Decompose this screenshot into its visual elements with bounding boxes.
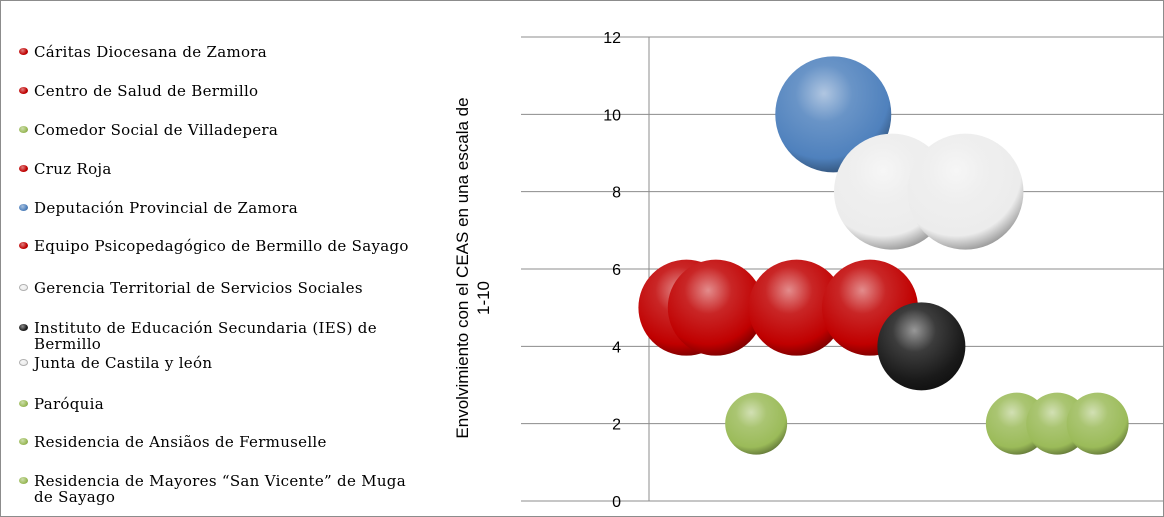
legend-marker-icon [19,87,28,94]
legend-label: Junta de Castila y león [34,354,213,372]
y-tick-label: 8 [612,185,621,202]
legend-item: Gerencia Territorial de Servicios Social… [19,280,419,296]
y-tick-label: 2 [612,417,621,434]
legend-marker-icon [19,359,28,366]
legend-marker-icon [19,242,28,249]
legend-label: Cruz Roja [34,160,112,178]
legend-label: Comedor Social de Villadepera [34,121,279,139]
y-tick-label: 0 [612,494,621,511]
y-tick-label: 6 [612,262,621,279]
gridlines [521,36,1163,502]
legend-marker-icon [19,400,28,407]
legend-item: Junta de Castila y león [19,355,419,371]
legend-item: Cáritas Diocesana de Zamora [19,44,419,60]
bubble-point [725,392,788,455]
legend-item: Centro de Salud de Bermillo [19,83,419,99]
legend-item: Deputación Provincial de Zamora [19,200,419,216]
legend-marker-icon [19,48,28,55]
legend-label: Cáritas Diocesana de Zamora [34,43,268,61]
legend-item: Comedor Social de Villadepera [19,122,419,138]
y-tick-labels: 0 2 4 6 8 10 12 [603,30,621,511]
legend-label: Paróquia [34,395,104,413]
legend-label: Gerencia Territorial de Servicios Social… [34,279,363,297]
legend-item: Cruz Roja [19,161,419,177]
bubble-point [907,133,1024,250]
legend-item: Residencia de Ansiãos de Fermuselle [19,434,419,450]
legend-item: Instituto de Educación Secundaria (IES) … [19,320,419,352]
legend: Cáritas Diocesana de Zamora Centro de Sal… [1,1,421,516]
bubble-point [1066,392,1129,455]
y-axis-title-line1: Envolvimiento con el CEAS en una escala … [453,97,472,438]
legend-marker-icon [19,438,28,445]
y-tick-label: 4 [612,339,621,356]
legend-label: Residencia de Ansiãos de Fermuselle [34,433,327,451]
y-tick-label: 12 [603,30,621,47]
legend-marker-icon [19,165,28,172]
bubble-point [667,259,764,356]
bubble-point [877,302,966,391]
legend-marker-icon [19,284,28,291]
legend-marker-icon [19,126,28,133]
legend-label: Centro de Salud de Bermillo [34,82,259,100]
legend-marker-icon [19,324,28,331]
legend-item: Paróquia [19,396,419,412]
y-tick-label: 10 [603,107,621,124]
bubbles [638,56,1129,455]
legend-label: Residencia de Mayores “San Vicente” de M… [34,472,406,506]
legend-item: Equipo Psicopedagógico de Bermillo de Sa… [19,238,419,254]
legend-label: Deputación Provincial de Zamora [34,199,299,217]
legend-marker-icon [19,477,28,484]
y-axis-title-group: Envolvimiento con el CEAS en una escala … [453,97,493,438]
legend-marker-icon [19,204,28,211]
legend-label: Instituto de Educación Secundaria (IES) … [34,319,377,353]
bubble-point [748,259,845,356]
y-axis-title-line2: 1-10 [474,281,493,315]
legend-item: Residencia de Mayores “San Vicente” de M… [19,473,419,505]
legend-label: Equipo Psicopedagógico de Bermillo de Sa… [34,237,409,255]
